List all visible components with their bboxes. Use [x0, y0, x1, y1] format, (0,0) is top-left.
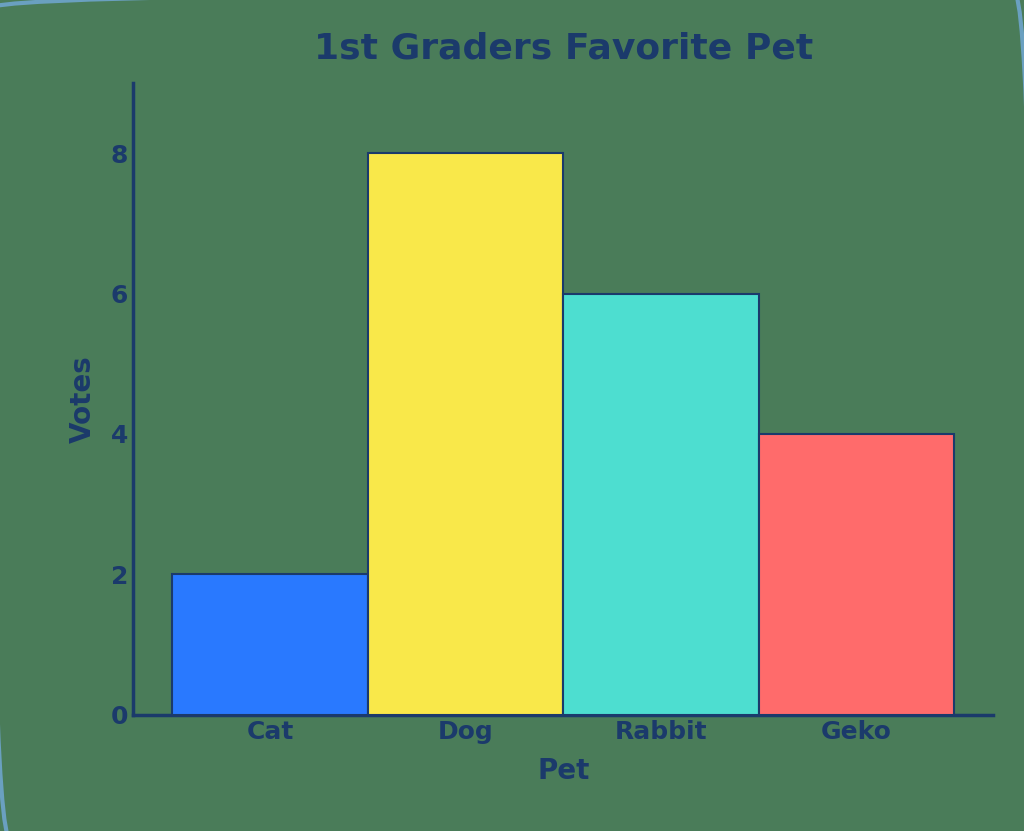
Bar [563, 293, 759, 715]
Bar [172, 574, 368, 715]
Title: 1st Graders Favorite Pet: 1st Graders Favorite Pet [313, 31, 813, 65]
Bar [759, 434, 954, 715]
X-axis label: Pet: Pet [537, 757, 590, 785]
Bar [368, 153, 563, 715]
Y-axis label: Votes: Votes [69, 355, 97, 443]
